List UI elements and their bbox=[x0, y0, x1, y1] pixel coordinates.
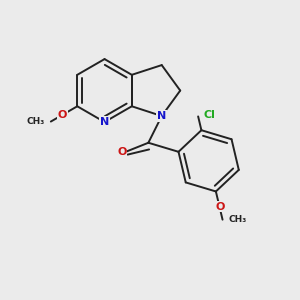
Text: O: O bbox=[117, 147, 127, 157]
Text: CH₃: CH₃ bbox=[26, 117, 45, 126]
Text: N: N bbox=[100, 117, 109, 127]
Text: N: N bbox=[157, 111, 167, 121]
Text: CH₃: CH₃ bbox=[229, 215, 247, 224]
Text: O: O bbox=[215, 202, 225, 212]
Text: Cl: Cl bbox=[204, 110, 216, 120]
Text: O: O bbox=[58, 110, 67, 120]
